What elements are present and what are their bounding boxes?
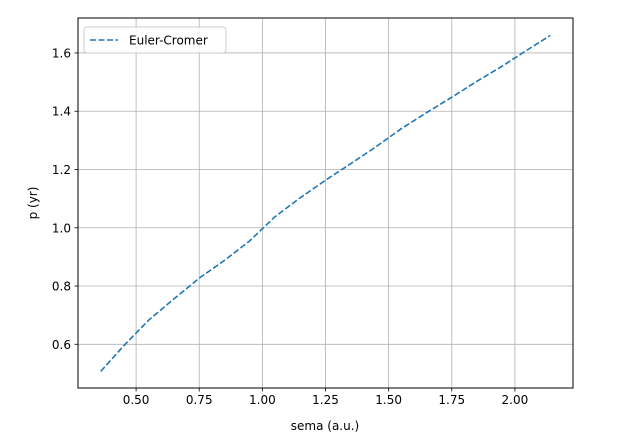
y-tick-label: 1.4 <box>52 105 71 119</box>
grid <box>78 18 573 388</box>
x-tick-label: 1.25 <box>312 393 339 407</box>
x-tick-label: 1.00 <box>249 393 276 407</box>
x-tick-label: 1.75 <box>438 393 465 407</box>
x-tick-label: 1.50 <box>375 393 402 407</box>
x-tick-label: 2.00 <box>502 393 529 407</box>
y-tick-label: 0.6 <box>52 338 71 352</box>
x-tick-label: 0.50 <box>123 393 150 407</box>
x-axis-label: sema (a.u.) <box>291 419 359 433</box>
legend-box <box>83 26 227 54</box>
ticks: 0.50 0.75 1.00 1.25 1.50 1.75 2.00 0.6 0.8 1.0 1.2… <box>52 46 528 407</box>
legend: Euler-Cromer <box>83 26 227 54</box>
series-line-euler-cromer <box>100 34 551 372</box>
x-tick-label: 0.75 <box>186 393 213 407</box>
y-tick-label: 1.2 <box>52 163 71 177</box>
series-layer <box>100 34 551 372</box>
y-tick-label: 1.0 <box>52 221 71 235</box>
y-tick-label: 1.6 <box>52 46 71 60</box>
legend-entry-label: Euler-Cromer <box>129 34 208 48</box>
y-axis-label: p (yr) <box>26 187 40 220</box>
y-tick-label: 0.8 <box>52 280 71 294</box>
